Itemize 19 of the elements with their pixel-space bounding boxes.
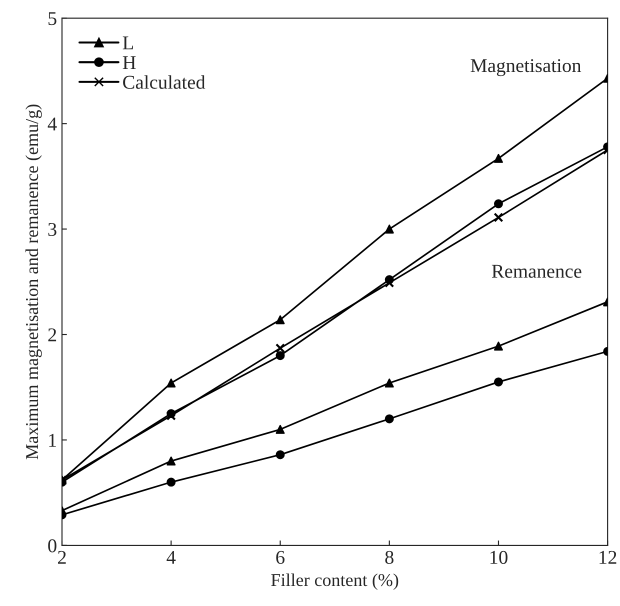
annotation: Magnetisation xyxy=(470,59,582,76)
x-tick-label: 4 xyxy=(166,550,176,564)
annotation: Remanence xyxy=(492,264,582,278)
y-tick-label: 3 xyxy=(48,222,56,236)
x-tick-label: 6 xyxy=(276,550,285,564)
y-tick-label: 2 xyxy=(48,328,56,342)
legend-label: L xyxy=(122,36,133,50)
y-tick-label: 4 xyxy=(48,118,57,130)
y-axis-title: Maximum magnetisation and remanence (emu/g) xyxy=(25,104,42,460)
x-tick-label: 10 xyxy=(490,550,508,564)
y-tick-label: 1 xyxy=(49,434,56,447)
legend-label: Calculated xyxy=(123,75,206,89)
x-tick-label: 2 xyxy=(58,550,66,564)
legend-label: H xyxy=(122,56,136,69)
x-tick-label: 8 xyxy=(385,550,394,564)
y-tick-label: 5 xyxy=(48,12,56,26)
y-tick-label: 0 xyxy=(48,539,56,552)
x-axis-title: Filler content (%) xyxy=(271,573,398,590)
x-tick-label: 12 xyxy=(600,550,616,564)
